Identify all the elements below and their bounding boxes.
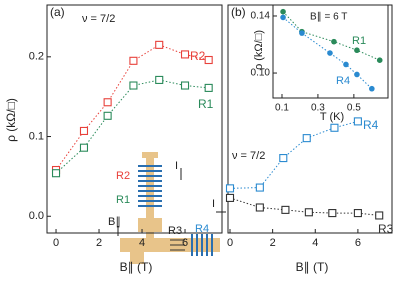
x-tick-label: 0.5	[347, 103, 361, 114]
x-axis-label: B∥ (T)	[296, 260, 329, 274]
data-point	[204, 83, 213, 92]
series-label: R1	[352, 35, 366, 47]
diagram-part	[138, 218, 162, 232]
diagram-label: R1	[116, 194, 130, 206]
annotation: B∥ = 6 T	[310, 12, 347, 23]
series-label: R4	[336, 75, 350, 87]
x-tick-label: 0	[53, 237, 59, 249]
data-point	[304, 208, 313, 217]
data-point	[354, 71, 360, 78]
data-point	[255, 203, 264, 212]
plot-frame	[272, 4, 389, 99]
x-tick-label: 4	[312, 237, 318, 249]
data-point	[330, 123, 339, 132]
data-point	[353, 209, 362, 218]
x-axis-label: T (K)	[320, 111, 344, 123]
data-point	[327, 50, 333, 56]
data-point	[279, 154, 288, 163]
series-label: R2	[190, 49, 206, 63]
data-point	[155, 40, 164, 49]
data-point	[302, 134, 311, 143]
data-point	[225, 184, 235, 193]
data-point	[79, 126, 89, 136]
data-point	[343, 61, 349, 68]
y-tick-label: 0.2	[29, 51, 44, 63]
y-axis-label: ρ (kΩ/□)	[4, 98, 18, 142]
diagram-label: R2	[116, 170, 130, 182]
diagram-part	[142, 152, 158, 158]
series-line	[229, 120, 359, 189]
x-tick-label: 6	[355, 237, 361, 249]
annotation: ν = 7/2	[232, 150, 265, 162]
y-tick-label: 0.10	[251, 68, 271, 79]
x-tick-label: 2	[96, 237, 102, 249]
data-point	[103, 98, 112, 107]
data-point	[280, 8, 286, 15]
data-point	[354, 47, 360, 54]
data-point	[103, 111, 112, 120]
data-point	[79, 143, 89, 152]
data-point	[255, 183, 264, 192]
contacts	[170, 239, 185, 251]
diagram-label: I	[175, 160, 178, 172]
diagram-label: B∥	[108, 216, 121, 228]
coil-r2	[138, 165, 162, 207]
data-point	[369, 85, 375, 92]
data-point	[225, 193, 235, 202]
y-tick-label: 0.1	[29, 130, 44, 142]
series-label: R1	[198, 97, 214, 111]
data-point	[376, 57, 383, 64]
diagram-label: I	[212, 198, 215, 210]
diagram-label: R3	[168, 225, 182, 237]
data-point	[204, 55, 213, 65]
data-point	[375, 211, 384, 220]
x-tick-label: 0	[227, 237, 233, 249]
plot-frame	[46, 4, 223, 234]
series-line	[55, 79, 209, 174]
panel-label: (a)	[50, 5, 65, 19]
data-point	[180, 50, 190, 59]
data-point	[331, 38, 337, 45]
x-axis-label: B∥ (T)	[120, 260, 153, 274]
data-point	[299, 30, 305, 36]
data-point	[353, 117, 362, 126]
diagram-part	[130, 252, 144, 264]
series-label: R4	[363, 118, 379, 132]
device-diagram: R2 R1 I B∥ R3 R4 I	[108, 152, 226, 264]
y-axis-label: ρ (kΩ/□)	[253, 30, 265, 70]
coil-r4	[191, 234, 213, 256]
series-label: R3	[378, 222, 394, 236]
data-point	[155, 75, 164, 84]
annotation: ν = 7/2	[82, 13, 115, 25]
x-tick-label: 0.3	[311, 103, 325, 114]
x-tick-label: 0.1	[275, 103, 289, 114]
panel-label: (b)	[231, 5, 246, 19]
y-tick-label: 0.0	[29, 210, 44, 222]
y-tick-label: 0.14	[251, 11, 271, 22]
data-point	[51, 169, 61, 178]
data-point	[281, 205, 290, 214]
diagram-label: R4	[195, 223, 209, 235]
x-tick-label: 2	[270, 237, 276, 249]
data-point	[129, 81, 138, 90]
x-tick-label: 4	[139, 237, 145, 249]
data-point	[129, 56, 138, 65]
data-point	[280, 14, 286, 21]
data-point	[180, 81, 190, 90]
data-point	[328, 209, 337, 218]
x-tick-label: 6	[182, 237, 188, 249]
